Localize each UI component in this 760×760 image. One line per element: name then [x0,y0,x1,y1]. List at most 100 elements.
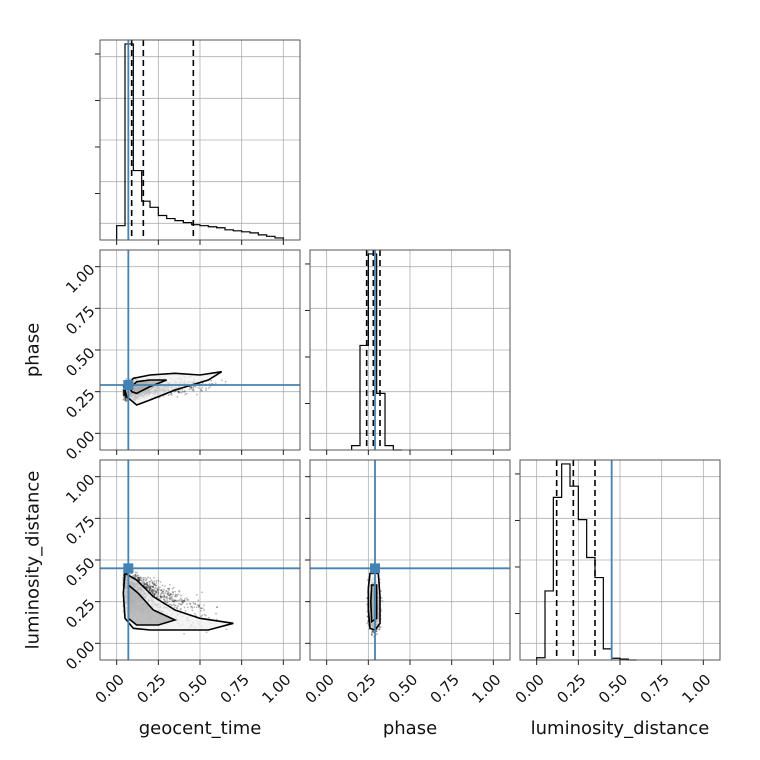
sample-point [167,394,170,397]
sample-point [375,630,378,633]
sample-point [203,604,205,607]
x-tick-label: 0.00 [512,671,548,707]
sample-point [154,593,156,596]
sample-point [171,587,174,590]
sample-point [184,393,187,396]
x-tick-label: 0.50 [595,671,631,707]
sample-point [151,581,154,584]
sample-point [215,612,217,615]
sample-point [135,575,138,578]
sample-point [122,394,125,397]
sample-point [176,607,179,610]
x-tick-label: 0.75 [637,671,673,707]
sample-point [124,399,127,402]
sample-point [172,586,175,589]
sample-point [146,583,149,586]
sample-point [366,578,369,581]
sample-point [186,606,189,609]
sample-point [205,389,207,391]
sample-point [160,589,162,592]
y-tick-label: 0.00 [62,637,98,673]
sample-point [183,391,186,393]
sample-point [190,386,193,389]
x-tick-label: 0.25 [133,671,169,707]
sample-point [125,399,128,402]
sample-point [124,397,127,400]
sample-point [193,612,196,615]
sample-point [195,593,198,596]
sample-point [177,391,180,394]
sample-point [153,580,156,583]
sample-point [149,586,152,589]
sample-point [173,390,176,393]
x-axis-label-phase: phase [383,718,437,739]
sample-point [166,587,169,590]
sample-point [168,588,171,591]
sample-point [189,602,192,605]
sample-point [182,601,185,604]
sample-point [139,577,142,579]
sample-point [164,592,167,594]
sample-point [153,577,155,579]
sample-point [177,593,180,596]
sample-point [170,604,173,607]
sample-point [125,378,128,380]
sample-point [172,593,175,596]
sample-point [192,386,195,389]
x-tick-label: 0.25 [343,671,379,707]
sample-point [170,393,173,396]
sample-point [164,585,166,588]
x-tick-label: 0.00 [302,671,338,707]
sample-point [200,388,202,390]
sample-point [371,634,373,637]
sample-point [162,592,165,595]
sample-point [144,577,146,579]
truth-marker [370,563,380,574]
sample-point [205,631,208,634]
sample-point [168,600,171,603]
sample-point [122,391,125,394]
sample-point [179,597,182,600]
sample-point [180,391,183,394]
sample-point [214,382,217,384]
sample-point [159,594,162,596]
sample-point [210,379,213,382]
truth-marker [123,380,134,390]
sample-point [179,603,182,606]
sample-point [192,388,195,391]
sample-point [169,393,172,396]
sample-point [159,581,162,583]
sample-point [182,390,184,393]
sample-point [155,592,157,594]
sample-point [136,571,138,574]
sample-point [166,601,168,604]
sample-point [205,387,208,390]
sample-point [123,394,125,397]
sample-point [194,385,197,388]
y-tick-label: 1.00 [62,260,98,296]
sample-point [153,589,156,592]
x-axis-label-luminosity_distance: luminosity_distance [531,718,710,739]
sample-point [186,598,189,601]
sample-point [122,390,125,392]
sample-point [196,393,198,396]
sample-point [183,599,185,602]
sample-point [150,579,153,582]
sample-point [155,584,157,587]
y-tick-label: 0.75 [62,512,98,548]
sample-point [175,600,178,603]
sample-point [125,400,128,403]
sample-point [185,597,188,600]
sample-point [136,576,139,579]
x-tick-label: 1.00 [468,671,504,707]
sample-point [122,392,125,394]
sample-point [149,577,152,580]
sample-point [189,386,192,389]
sample-point [147,576,150,579]
sample-point [224,380,227,383]
sample-point [163,595,166,597]
x-tick-label: 0.75 [217,671,253,707]
sample-point [169,592,172,595]
sample-point [200,607,203,609]
